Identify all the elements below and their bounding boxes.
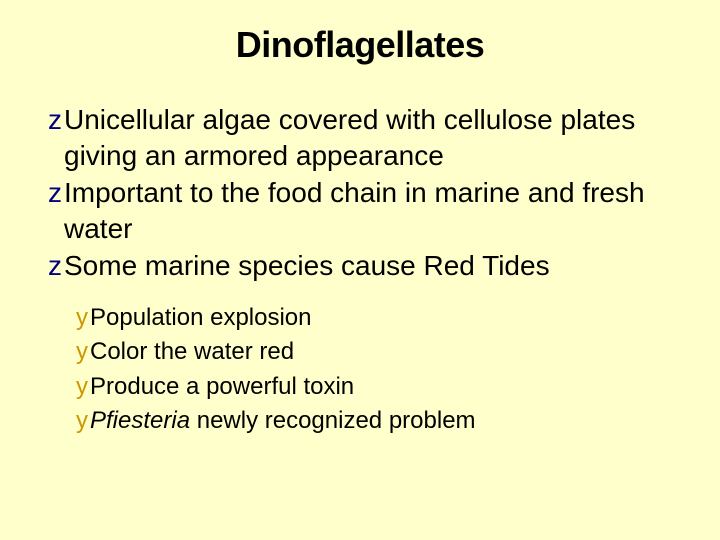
italic-term: Pfiesteria xyxy=(90,407,190,434)
sub-bullet-text: Population explosion xyxy=(90,302,672,334)
sub-bullet-item: y Color the water red xyxy=(76,336,672,368)
main-bullet-item: z Important to the food chain in marine … xyxy=(48,175,672,248)
sub-bullet-list: y Population explosion y Color the water… xyxy=(48,302,672,438)
y-bullet-icon: y xyxy=(76,336,88,368)
y-bullet-icon: y xyxy=(76,302,88,334)
main-bullet-text: Unicellular algae covered with cellulose… xyxy=(64,102,672,175)
sub-bullet-item: y Pfiesteria newly recognized problem xyxy=(76,405,672,437)
main-bullet-item: z Unicellular algae covered with cellulo… xyxy=(48,102,672,175)
sub-bullet-item: y Population explosion xyxy=(76,302,672,334)
slide-title: Dinoflagellates xyxy=(48,24,672,66)
main-bullet-item: z Some marine species cause Red Tides xyxy=(48,248,672,284)
sub-bullet-text: Produce a powerful toxin xyxy=(90,371,672,403)
sub-bullet-rest: newly recognized problem xyxy=(190,407,475,434)
main-bullet-text: Important to the food chain in marine an… xyxy=(64,175,672,248)
z-bullet-icon: z xyxy=(48,248,62,284)
sub-bullet-text: Color the water red xyxy=(90,336,672,368)
sub-bullet-text: Pfiesteria newly recognized problem xyxy=(90,405,672,437)
y-bullet-icon: y xyxy=(76,405,88,437)
sub-bullet-item: y Produce a powerful toxin xyxy=(76,371,672,403)
main-bullet-text: Some marine species cause Red Tides xyxy=(64,248,672,284)
z-bullet-icon: z xyxy=(48,175,62,211)
z-bullet-icon: z xyxy=(48,102,62,138)
y-bullet-icon: y xyxy=(76,371,88,403)
main-bullet-list: z Unicellular algae covered with cellulo… xyxy=(48,102,672,284)
